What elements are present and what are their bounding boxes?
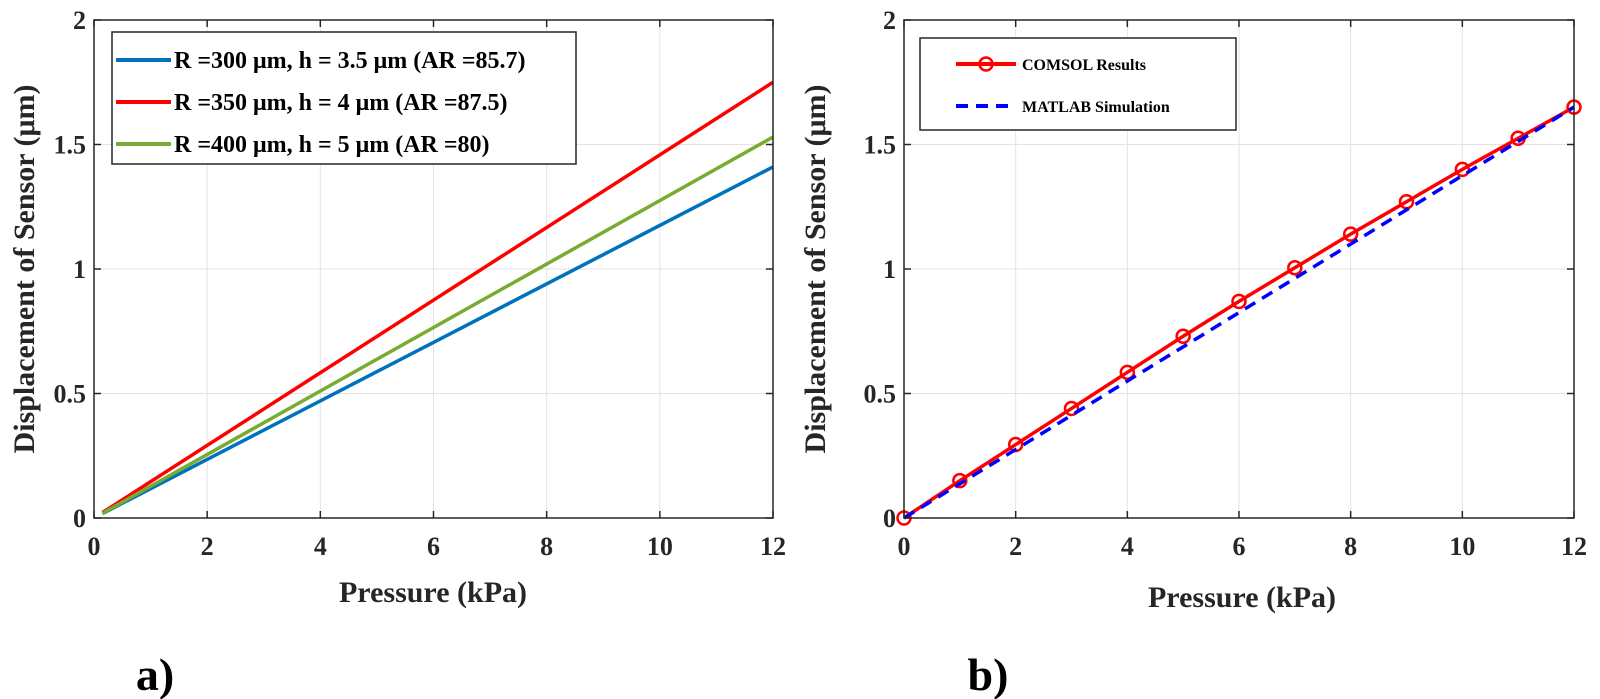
chart1-series-0-marker: [1287, 260, 1303, 276]
chart0-series-1-line: [101, 80, 774, 514]
chart0-x-tick-label: 8: [540, 532, 553, 561]
chart1-x-tick-label: 0: [898, 532, 911, 561]
chart0-legend-label-0: R =300 μm, h = 3.5 μm (AR =85.7): [174, 48, 526, 74]
chart0-panel: 0 2 4 6 8 10 12 0 0.5 1 1.5 2 Pressure (kPa) Displace…: [8, 6, 786, 699]
chart0-legend-box: [111, 31, 577, 165]
chart0-x-tick-label: 10: [647, 532, 673, 561]
chart1-legend-label-0: COMSOL Results: [1022, 57, 1146, 74]
chart1-legend: COMSOL Results MATLAB Simulation: [919, 37, 1237, 131]
chart0-series-2-line: [101, 135, 774, 515]
chart1-series-0-marker: [1342, 226, 1359, 242]
chart0-x-tick-label: 2: [201, 532, 214, 561]
chart0-legend-label-2: R =400 μm, h = 5 μm (AR =80): [174, 132, 490, 158]
chart0-x-tick-label: 0: [88, 532, 101, 561]
chart1-y-tick-label: 0: [883, 504, 896, 533]
chart1-legend-box: [919, 37, 1237, 131]
chart1-panel-label: b): [968, 649, 1009, 699]
chart0-legend-label-1: R =350 μm, h = 4 μm (AR =87.5): [174, 90, 508, 116]
chart1-x-tick-label: 6: [1233, 532, 1246, 561]
chart0-series-0-line: [101, 165, 774, 516]
chart1-series-0-marker: [1063, 400, 1080, 417]
chart0-x-tick-label: 12: [760, 532, 786, 561]
chart1-y-axis-label: Displacement of Sensor (μm): [799, 85, 832, 454]
chart0-y-tick-label: 1.5: [54, 131, 87, 160]
chart0-legend: R =300 μm, h = 3.5 μm (AR =85.7) R =350 μ…: [111, 31, 577, 165]
chart0-y-tick-label: 0.5: [54, 380, 87, 409]
chart1-x-tick-label: 12: [1561, 532, 1587, 561]
chart0-panel-label: a): [136, 649, 174, 699]
chart1-x-axis-label: Pressure (kPa): [1148, 581, 1336, 614]
chart1-x-tick-label: 2: [1009, 532, 1022, 561]
chart1-panel: 0 2 4 6 8 10 12 0 0.5 1 1.5 2 Pressure (kPa) Displace…: [799, 6, 1587, 699]
chart0-y-axis-label: Displacement of Sensor (μm): [8, 85, 41, 454]
chart0-x-axis-label: Pressure (kPa): [339, 576, 527, 609]
chart1-series-0-marker: [1175, 328, 1191, 344]
chart1-legend-label-1: MATLAB Simulation: [1022, 99, 1170, 116]
chart0-x-tick-label: 6: [427, 532, 440, 561]
chart0-y-tick-label: 2: [73, 6, 86, 35]
chart0-y-tick-label: 1: [73, 255, 86, 284]
chart1-x-tick-label: 8: [1344, 532, 1357, 561]
chart1-x-tick-label: 4: [1121, 532, 1134, 561]
chart1-series-0-marker: [1454, 161, 1471, 178]
chart1-series-0-marker: [1119, 364, 1136, 381]
chart1-series-0-marker: [952, 472, 968, 489]
chart1-legend-marker-0: [978, 56, 994, 72]
chart1-y-tick-label: 2: [883, 6, 896, 35]
chart1-series-1-line: [903, 105, 1575, 520]
chart1-series-0-marker: [1231, 293, 1247, 310]
chart1-y-tick-label: 1: [883, 255, 896, 284]
chart0-y-tick-label: 0: [73, 504, 86, 533]
chart1-y-tick-label: 1.5: [864, 131, 897, 160]
chart0-x-tick-label: 4: [314, 532, 327, 561]
chart1-x-tick-label: 10: [1449, 532, 1475, 561]
chart1-y-tick-label: 0.5: [864, 380, 897, 409]
chart1-series-0-line: [903, 105, 1575, 520]
